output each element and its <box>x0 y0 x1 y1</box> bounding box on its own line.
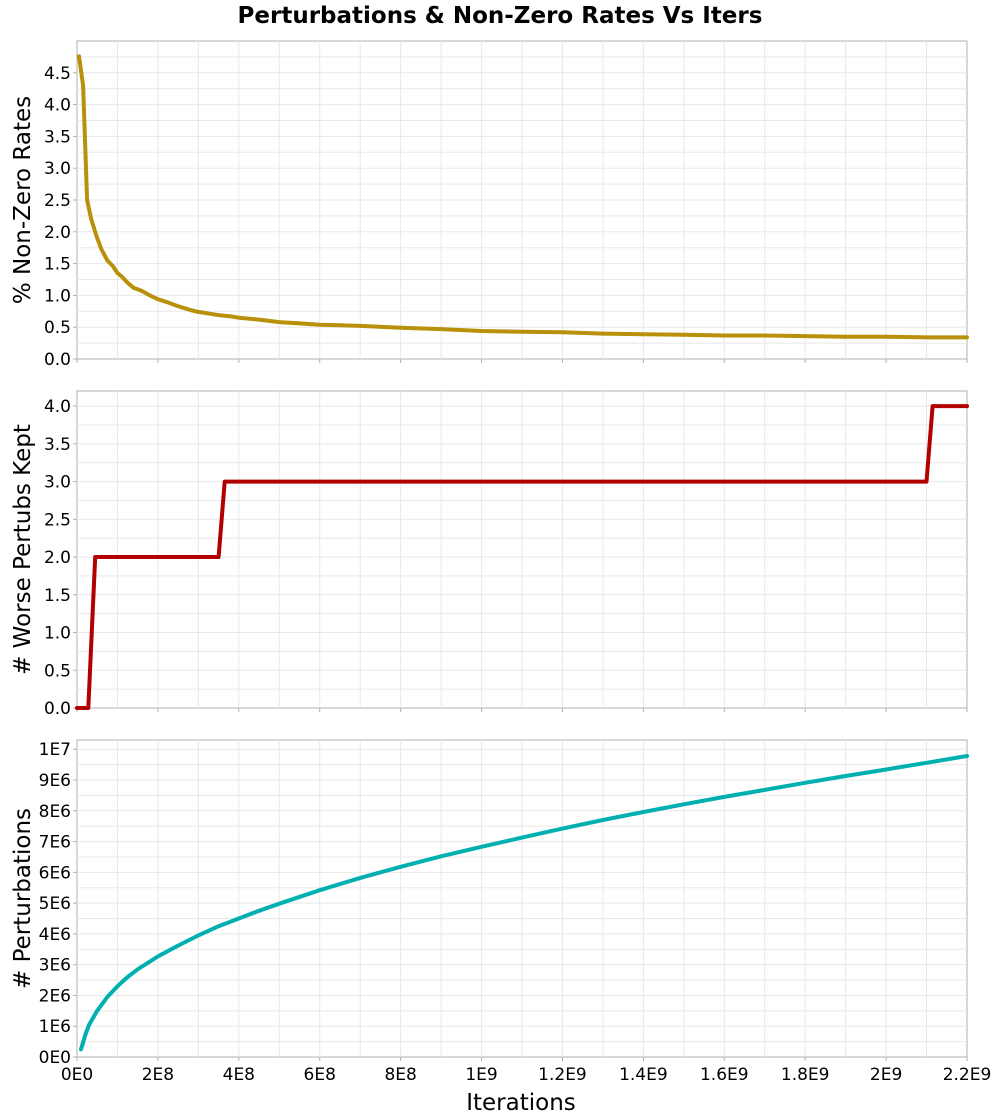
series-line-1 <box>77 54 969 340</box>
y-tick-label: 0.0 <box>44 350 71 370</box>
series-line-2 <box>75 404 969 710</box>
y-tick-label: 0.5 <box>44 318 71 338</box>
panel-3: 0E0 1E6 2E6 3E6 4E6 5E6 6E6 7E6 8E6 9E6 1E7 # Pertu… <box>10 739 992 1085</box>
y-axis-label: % Non-Zero Rates <box>10 96 36 304</box>
y-tick-label: 4.0 <box>44 397 71 417</box>
y-tick-label: 2.5 <box>44 510 71 530</box>
x-axis-label: Iterations <box>466 1090 576 1116</box>
y-tick-label: 3E6 <box>39 956 71 976</box>
y-tick-label: 3.5 <box>44 127 71 147</box>
y-tick-label: 3.0 <box>44 159 71 179</box>
y-tick-label: 4.5 <box>44 64 71 84</box>
y-tick-label: 2.5 <box>44 191 71 211</box>
x-tick-label: 2E8 <box>142 1065 174 1085</box>
y-axis-label: # Worse Pertubs Kept <box>10 424 36 675</box>
x-tick-label: 1.6E9 <box>700 1065 749 1085</box>
y-tick-label: 0.0 <box>44 699 71 719</box>
x-tick-label: 4E8 <box>223 1065 255 1085</box>
y-axis-label: # Perturbations <box>10 808 36 989</box>
panel-2: 0.0 0.5 1.0 1.5 2.0 2.5 3.0 3.5 4.0 # Worse Pertu… <box>10 390 969 719</box>
series-line-3 <box>79 754 969 1052</box>
y-tick-label: 8E6 <box>39 802 71 822</box>
y-tick-label: 0.5 <box>44 661 71 681</box>
x-tick-label: 2E9 <box>870 1065 902 1085</box>
y-tick-label: 9E6 <box>39 771 71 791</box>
y-tick-label: 1.0 <box>44 286 71 306</box>
y-tick-label: 1E6 <box>39 1017 71 1037</box>
y-tick-label: 4.0 <box>44 96 71 116</box>
y-tick-label: 4E6 <box>39 925 71 945</box>
y-tick-label: 1.0 <box>44 624 71 644</box>
y-tick-label: 1E7 <box>39 740 71 760</box>
y-tick-label: 2.0 <box>44 223 71 243</box>
x-tick-label: 1.8E9 <box>781 1065 830 1085</box>
x-tick-label: 1.2E9 <box>538 1065 587 1085</box>
y-tick-label: 3.0 <box>44 473 71 493</box>
y-tick-label: 2E6 <box>39 986 71 1006</box>
x-tick-label: 1.4E9 <box>619 1065 668 1085</box>
y-tick-label: 2.0 <box>44 548 71 568</box>
x-tick-label: 1E9 <box>465 1065 497 1085</box>
y-tick-label: 1.5 <box>44 586 71 606</box>
y-tick-label: 5E6 <box>39 894 71 914</box>
panel-1: 0.0 0.5 1.0 1.5 2.0 2.5 3.0 3.5 4.0 4.5 % Non-Zero… <box>10 40 969 370</box>
x-tick-label: 6E8 <box>304 1065 336 1085</box>
y-tick-label: 6E6 <box>39 863 71 883</box>
y-tick-label: 7E6 <box>39 833 71 853</box>
chart-title: Perturbations & Non-Zero Rates Vs Iters <box>238 3 763 29</box>
y-tick-label: 0E0 <box>39 1048 71 1068</box>
x-tick-label: 0E0 <box>61 1065 93 1085</box>
x-tick-label: 8E8 <box>384 1065 416 1085</box>
y-tick-label: 3.5 <box>44 435 71 455</box>
chart-panels: 0.0 0.5 1.0 1.5 2.0 2.5 3.0 3.5 4.0 4.5 % Non-Zero… <box>10 40 992 1085</box>
y-tick-label: 1.5 <box>44 255 71 275</box>
x-tick-label: 2.2E9 <box>943 1065 992 1085</box>
